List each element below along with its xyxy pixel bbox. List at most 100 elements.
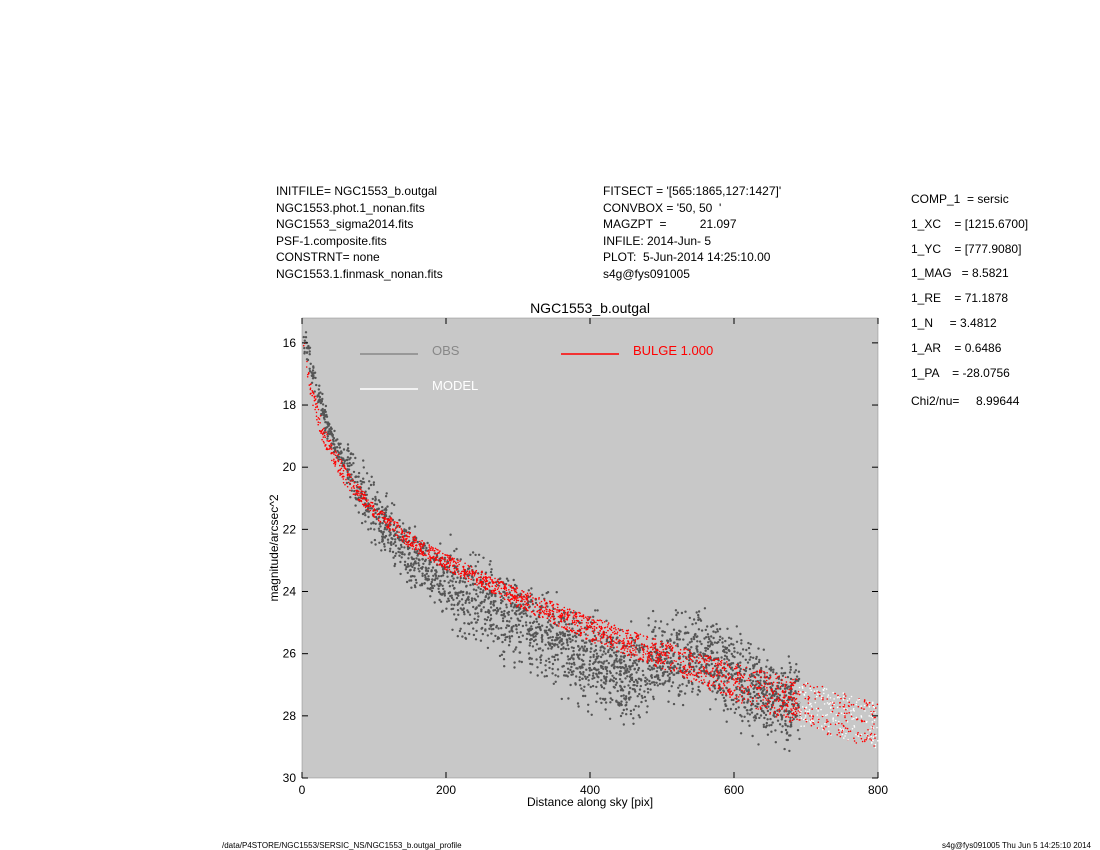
model-point (383, 520, 386, 523)
model-point (632, 649, 634, 652)
obs-point (552, 607, 555, 611)
obs-point (355, 475, 358, 478)
model-point (604, 643, 606, 645)
model-point (654, 643, 657, 646)
model-point (366, 500, 368, 503)
obs-point (756, 705, 759, 708)
model-point (860, 705, 862, 707)
model-point (358, 492, 360, 495)
obs-point (793, 671, 796, 674)
model-point (777, 693, 780, 695)
obs-point (741, 719, 744, 723)
model-point (337, 469, 340, 472)
obs-point (317, 399, 320, 402)
obs-point (384, 514, 387, 517)
obs-point (637, 714, 640, 717)
model-point (360, 497, 363, 500)
model-point (593, 620, 595, 623)
obs-point (474, 621, 478, 624)
model-point (411, 541, 414, 544)
obs-point (696, 648, 699, 652)
obs-point (477, 615, 480, 618)
obs-point (716, 690, 720, 693)
obs-point (397, 537, 400, 540)
obs-point (756, 696, 760, 700)
model-point (728, 677, 731, 679)
model-point (779, 699, 781, 701)
model-point (543, 599, 546, 602)
model-point (511, 586, 513, 589)
model-point (738, 671, 740, 674)
obs-point (367, 487, 371, 490)
obs-point (762, 648, 765, 651)
model-point (710, 684, 713, 687)
obs-point (393, 540, 397, 544)
obs-point (663, 670, 666, 674)
obs-point (500, 610, 503, 614)
model-point (870, 711, 872, 714)
model-point (679, 648, 682, 651)
obs-point (570, 622, 573, 626)
obs-point (719, 669, 722, 672)
model-point (815, 707, 818, 710)
model-point (681, 672, 684, 674)
obs-point (621, 689, 624, 692)
obs-point (477, 586, 480, 589)
obs-point (647, 617, 650, 620)
header-left-block: INITFILE= NGC1553_b.outgal NGC1553.phot.… (276, 183, 443, 282)
obs-point (429, 582, 433, 586)
obs-point (631, 664, 634, 667)
model-point (775, 716, 778, 718)
model-point (728, 688, 730, 691)
model-point (860, 737, 863, 740)
model-point (514, 591, 516, 593)
obs-point (431, 586, 435, 590)
obs-point (547, 641, 550, 644)
model-point (680, 661, 682, 664)
model-point (850, 704, 853, 706)
obs-point (556, 638, 559, 641)
model-point (790, 696, 792, 698)
model-point (753, 684, 756, 687)
obs-point (781, 725, 784, 728)
obs-point (354, 456, 357, 460)
obs-point (330, 427, 333, 431)
model-point (793, 713, 796, 716)
obs-point (685, 684, 688, 687)
model-point (723, 684, 726, 687)
model-point (597, 640, 599, 642)
model-point (863, 699, 866, 701)
obs-point (577, 705, 580, 708)
model-point (498, 590, 500, 593)
obs-point (461, 603, 464, 606)
model-point (322, 436, 325, 438)
obs-point (489, 613, 493, 617)
obs-point (313, 390, 316, 393)
obs-point (605, 619, 608, 622)
obs-point (418, 570, 421, 573)
model-point (707, 672, 710, 675)
model-point (872, 701, 874, 704)
model-point (476, 581, 478, 583)
obs-point (346, 456, 350, 459)
model-point (457, 571, 459, 573)
obs-point (628, 658, 632, 662)
obs-point (397, 550, 400, 554)
obs-point (599, 646, 602, 649)
obs-point (796, 704, 800, 707)
obs-point (651, 657, 654, 660)
obs-point (623, 685, 626, 688)
obs-point (432, 574, 435, 577)
model-point (339, 464, 341, 467)
obs-point (627, 692, 631, 695)
obs-point (730, 652, 733, 656)
model-point (641, 648, 644, 650)
model-point (868, 706, 871, 708)
model-point (717, 684, 720, 687)
model-point (528, 606, 531, 609)
model-point (515, 587, 518, 589)
model-point (485, 579, 488, 582)
model-point (853, 725, 855, 727)
obs-point (787, 691, 791, 695)
model-point (357, 494, 359, 497)
